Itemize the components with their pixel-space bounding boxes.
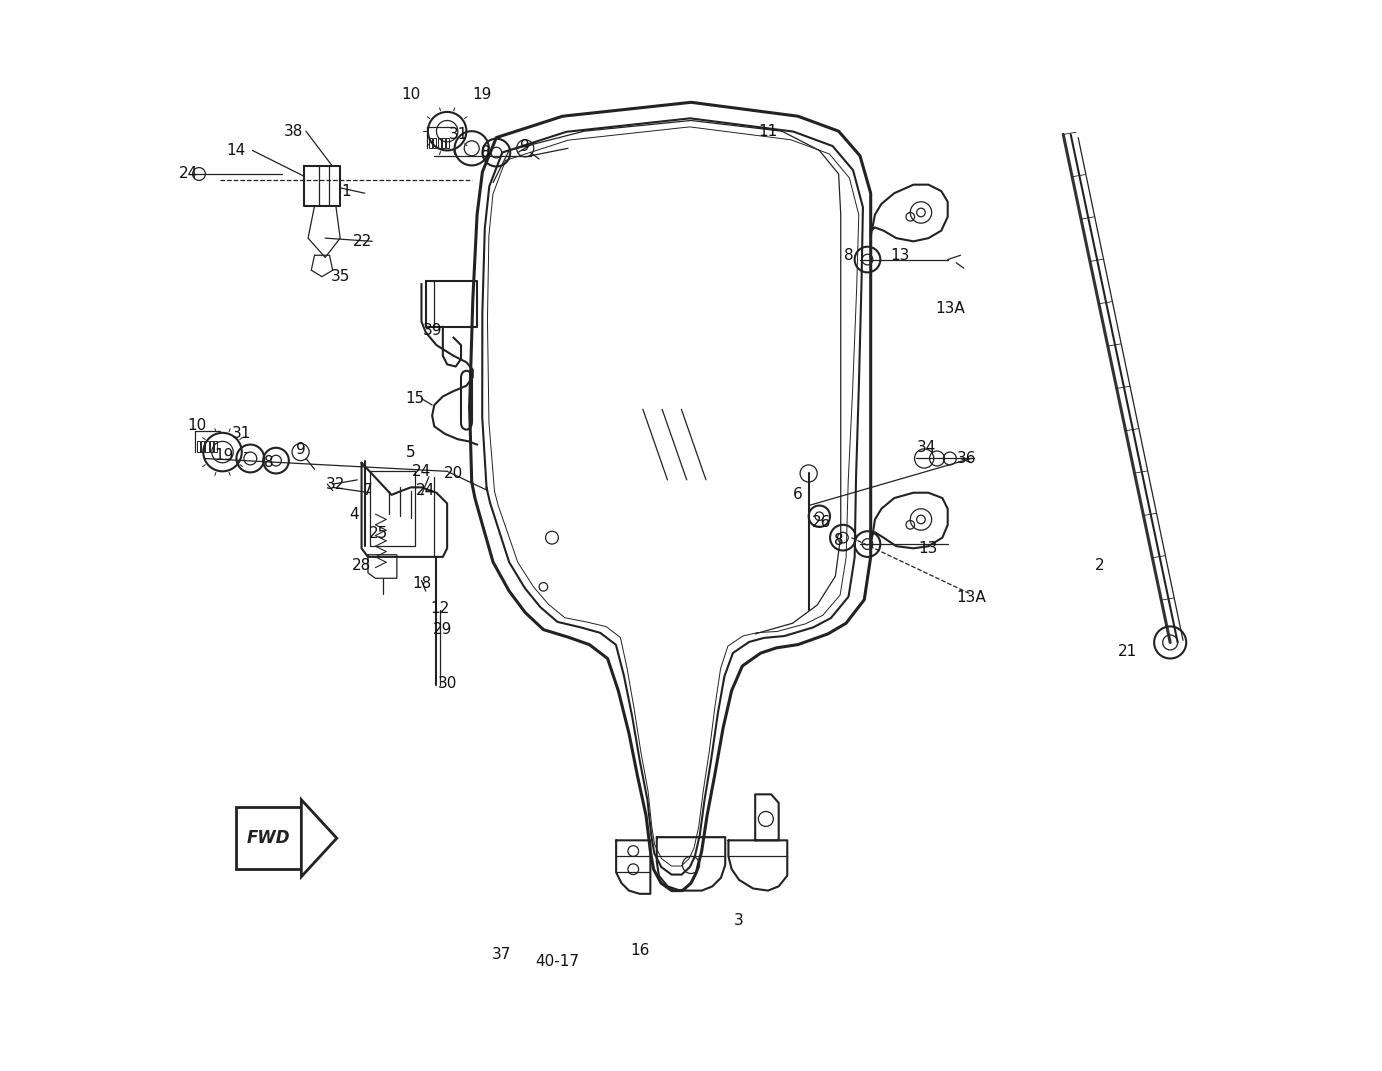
Text: 3: 3 <box>734 914 744 929</box>
Text: 8: 8 <box>844 247 854 262</box>
Text: FWD: FWD <box>247 829 290 847</box>
Text: 15: 15 <box>405 391 424 406</box>
Text: 24: 24 <box>412 464 431 479</box>
Text: 31: 31 <box>232 426 252 441</box>
Text: 7: 7 <box>363 483 373 498</box>
Text: 18: 18 <box>412 576 431 591</box>
Text: 38: 38 <box>283 123 303 138</box>
Text: 8: 8 <box>481 145 491 160</box>
Text: 8: 8 <box>833 533 843 548</box>
Bar <box>446 137 449 148</box>
Text: 10: 10 <box>187 418 206 433</box>
Text: 13: 13 <box>919 541 938 556</box>
Text: 39: 39 <box>423 322 442 337</box>
Text: 11: 11 <box>759 123 778 138</box>
Text: 31: 31 <box>449 126 468 141</box>
Text: 22: 22 <box>352 233 372 248</box>
Text: 16: 16 <box>630 942 650 957</box>
Text: 9: 9 <box>296 442 305 457</box>
Text: 14: 14 <box>227 142 246 157</box>
Polygon shape <box>301 800 337 877</box>
Bar <box>428 137 433 148</box>
Bar <box>433 137 437 148</box>
Text: 29: 29 <box>433 622 452 637</box>
Text: 13A: 13A <box>956 590 987 605</box>
Text: 40-17: 40-17 <box>535 953 579 968</box>
Text: 26: 26 <box>811 515 831 530</box>
Text: 5: 5 <box>406 444 416 459</box>
Text: 34: 34 <box>916 440 936 455</box>
Text: 10: 10 <box>401 88 420 103</box>
Text: 37: 37 <box>492 947 511 962</box>
Text: 2: 2 <box>1095 558 1104 573</box>
Text: 1: 1 <box>341 183 351 198</box>
Bar <box>202 441 205 452</box>
Text: 6: 6 <box>793 487 803 502</box>
Text: 8: 8 <box>264 455 274 470</box>
Text: 35: 35 <box>330 269 350 284</box>
Text: 9: 9 <box>521 138 531 153</box>
Text: 20: 20 <box>444 466 463 481</box>
Text: 13: 13 <box>890 247 909 262</box>
Bar <box>196 441 200 452</box>
Bar <box>206 441 209 452</box>
Bar <box>214 441 217 452</box>
Bar <box>442 137 445 148</box>
Text: 21: 21 <box>1118 644 1137 659</box>
Text: 25: 25 <box>369 526 388 541</box>
Text: 19: 19 <box>214 448 234 463</box>
Text: 13A: 13A <box>936 301 965 316</box>
Text: 30: 30 <box>438 676 457 691</box>
Text: 24: 24 <box>178 166 198 181</box>
Bar <box>210 441 213 452</box>
Text: 32: 32 <box>326 477 346 492</box>
Bar <box>438 137 441 148</box>
Text: 4: 4 <box>350 507 359 522</box>
Text: 28: 28 <box>352 558 372 573</box>
Text: 24: 24 <box>416 483 435 498</box>
Text: 36: 36 <box>958 451 977 466</box>
Text: 19: 19 <box>473 88 492 103</box>
Bar <box>236 808 303 870</box>
Text: 12: 12 <box>430 601 449 616</box>
